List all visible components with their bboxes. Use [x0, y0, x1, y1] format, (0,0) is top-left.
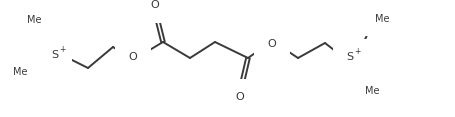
Text: S: S [51, 50, 59, 60]
Text: O: O [236, 92, 244, 102]
Text: +: + [59, 46, 65, 55]
Text: Me: Me [375, 14, 389, 24]
Text: Me: Me [27, 15, 41, 25]
Text: +: + [354, 48, 360, 57]
Text: Me: Me [13, 67, 27, 77]
Text: Me: Me [365, 86, 379, 96]
Text: O: O [129, 52, 137, 62]
Text: O: O [151, 0, 159, 10]
Text: S: S [346, 52, 354, 62]
Text: O: O [268, 39, 276, 49]
